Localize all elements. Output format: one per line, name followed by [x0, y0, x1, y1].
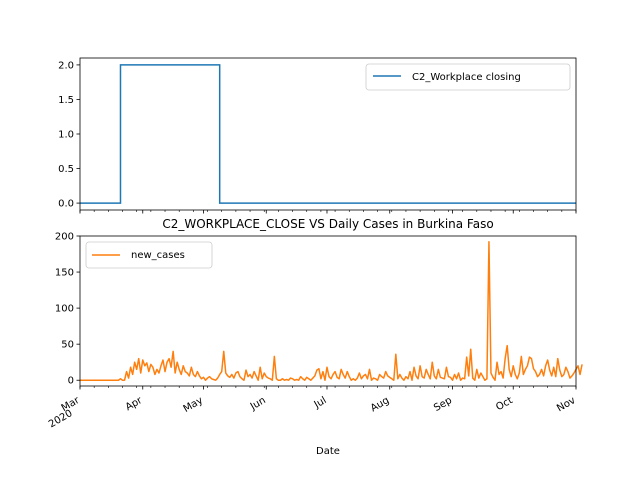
top-y-axis: 0.0 0.5 1.0 1.5 2.0 [58, 60, 80, 210]
bottom-y-tick-label: 50 [61, 340, 74, 351]
top-x-axis [79, 210, 577, 214]
bottom-x-tick-label: Oct [494, 395, 515, 413]
bottom-y-axis: 0 50 100 150 200 [55, 232, 80, 387]
top-y-tick-label: 2.0 [58, 60, 74, 71]
top-legend-box [365, 63, 571, 91]
top-axes-frame [79, 57, 577, 211]
top-y-tick-label: 1.0 [58, 130, 74, 141]
bottom-subplot-title: C2_WORKPLACE_CLOSE VS Daily Cases in Bur… [162, 217, 493, 231]
top-legend: C2_Workplace closing [365, 63, 571, 91]
top-y-tick-label: 0.0 [58, 199, 74, 210]
bottom-y-tick-label: 0 [68, 376, 74, 387]
bottom-x-tick-label: Jun [248, 395, 268, 413]
bottom-x-tick-year-label: 2020 [47, 408, 75, 430]
bottom-x-tick-label: Jul [312, 395, 329, 411]
top-plot-area [80, 64, 576, 204]
bottom-legend-label: new_cases [131, 250, 185, 261]
new-cases-line [80, 241, 583, 381]
top-subplot: 0.0 0.5 1.0 1.5 2.0 C2_Workplace closing [58, 57, 577, 214]
workplace-closing-line [80, 64, 576, 204]
bottom-x-tick-label: Nov [555, 395, 577, 414]
bottom-y-tick-label: 100 [55, 304, 74, 315]
top-y-tick-label: 1.5 [58, 95, 74, 106]
bottom-y-tick-label: 150 [55, 268, 74, 279]
bottom-subplot: C2_WORKPLACE_CLOSE VS Daily Cases in Bur… [47, 217, 583, 457]
bottom-plot-area [80, 241, 583, 381]
bottom-axes-frame [79, 235, 577, 387]
bottom-x-tick-label: Apr [124, 395, 145, 414]
bottom-legend: new_cases [85, 241, 213, 269]
bottom-y-tick-label: 200 [55, 232, 74, 243]
top-y-tick-label: 0.5 [58, 164, 74, 175]
x-axis-label: Date [316, 446, 340, 457]
bottom-x-tick-label: Sep [432, 395, 454, 414]
bottom-legend-box [85, 241, 213, 269]
bottom-x-tick-label: Aug [369, 395, 391, 414]
top-legend-label: C2_Workplace closing [412, 72, 521, 83]
bottom-x-tick-label: May [182, 395, 205, 415]
